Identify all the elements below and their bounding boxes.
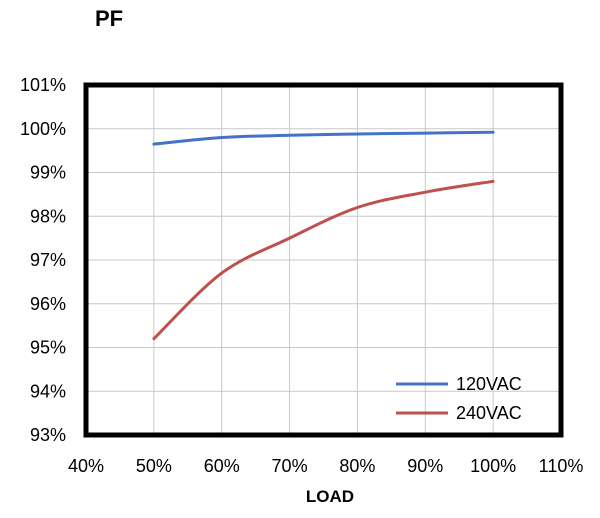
legend-label-120vac: 120VAC — [456, 374, 522, 394]
x-tick-label: 50% — [136, 456, 172, 476]
plot-frame — [83, 82, 564, 438]
y-tick-label: 94% — [30, 381, 66, 401]
y-tick-label: 97% — [30, 250, 66, 270]
y-tick-label: 101% — [20, 75, 66, 95]
x-axis-tick-labels: 40% 50% 60% 70% 80% 90% 100% 110% — [68, 456, 583, 476]
legend: 120VAC 240VAC — [396, 374, 522, 423]
x-tick-label: 100% — [470, 456, 516, 476]
series-lines — [152, 130, 495, 341]
y-tick-label: 93% — [30, 425, 66, 445]
y-tick-label: 99% — [30, 163, 66, 183]
y-tick-label: 95% — [30, 338, 66, 358]
series-line-120vac — [152, 130, 495, 146]
y-axis-tick-labels: 93% 94% 95% 96% 97% 98% 99% 100% 101% — [20, 75, 66, 445]
y-tick-label: 98% — [30, 206, 66, 226]
y-tick-label: 96% — [30, 294, 66, 314]
series-line-240vac — [152, 179, 495, 341]
x-tick-label: 60% — [204, 456, 240, 476]
x-tick-label: 90% — [407, 456, 443, 476]
x-tick-label: 80% — [339, 456, 375, 476]
x-tick-label: 40% — [68, 456, 104, 476]
legend-label-240vac: 240VAC — [456, 403, 522, 423]
x-tick-label: 70% — [272, 456, 308, 476]
chart-title: PF — [95, 6, 123, 31]
y-tick-label: 100% — [20, 119, 66, 139]
x-tick-label: 110% — [539, 456, 584, 476]
x-axis-title: LOAD — [306, 487, 354, 506]
